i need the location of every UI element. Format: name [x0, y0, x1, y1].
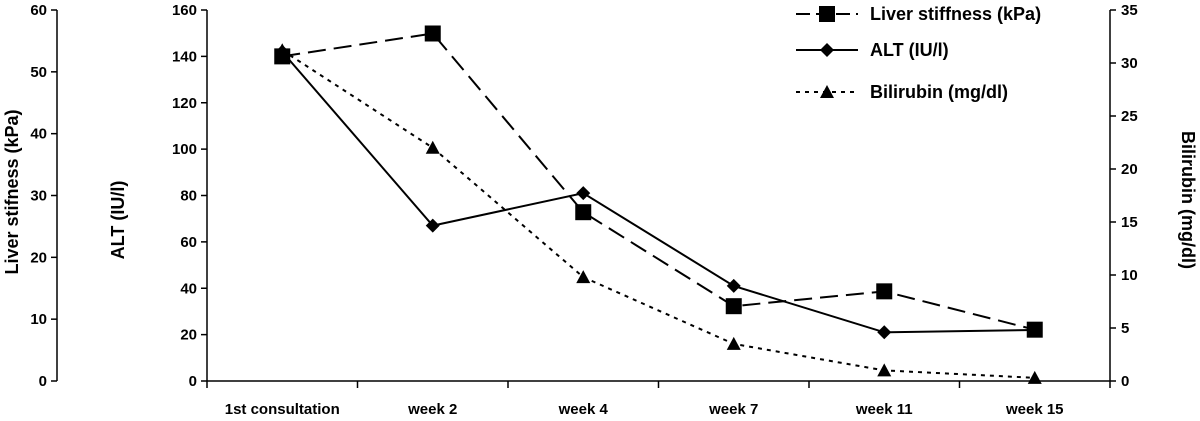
- alt-axis-tick-label: 0: [189, 373, 197, 390]
- left-axis-tick-label: 20: [30, 249, 47, 266]
- right-axis-tick-label: 15: [1121, 214, 1138, 231]
- alt-series-line: [281, 51, 1035, 334]
- liver-stiffness-data-point: [725, 298, 742, 315]
- left-axis-tick-label: 60: [30, 2, 47, 19]
- liver-stiffness-data-point: [575, 204, 592, 221]
- alt-axis-tick-label: 40: [180, 280, 197, 297]
- alt-axis-tick-label: 160: [172, 2, 197, 19]
- liver-stiffness-legend-marker: [819, 6, 835, 22]
- x-axis-tick-label: week 11: [855, 401, 913, 418]
- plot-series: [274, 25, 1043, 384]
- left-axis-tick-label: 0: [39, 373, 47, 390]
- bilirubin-data-point: [877, 363, 892, 377]
- alt-axis-tick-label: 140: [172, 48, 197, 65]
- liver-stiffness-data-point: [876, 283, 893, 300]
- x-axis-tick-label: 1st consultation: [225, 401, 340, 418]
- bilirubin-data-point: [1027, 370, 1042, 384]
- left-axis-title: Liver stifness (kPa): [2, 109, 22, 274]
- legend: Liver stiffness (kPa) ALT (IU/l) Bilirubin…: [796, 4, 1041, 102]
- bilirubin-data-point: [576, 270, 591, 284]
- bilirubin-data-point: [425, 140, 440, 154]
- alt-data-point: [576, 186, 591, 201]
- right-axis-tick-label: 0: [1121, 373, 1129, 390]
- x-axis-tick-label: week 2: [407, 401, 457, 418]
- alt-axis-tick-label: 120: [172, 95, 197, 112]
- bilirubin-legend-label: Bilirubin (mg/dl): [870, 82, 1008, 102]
- alt-axis-tick-label: 80: [180, 188, 197, 205]
- right-axis-tick-label: 30: [1121, 55, 1138, 72]
- alt-data-point: [726, 278, 741, 293]
- bilirubin-legend-marker: [820, 85, 834, 98]
- right-axis-tick-label: 10: [1121, 267, 1138, 284]
- bilirubin-data-point: [726, 336, 741, 350]
- alt-legend-label: ALT (IU/l): [870, 40, 949, 60]
- alt-legend-marker: [820, 43, 834, 57]
- left-axis-tick-label: 50: [30, 64, 47, 81]
- alt-data-point: [425, 218, 440, 233]
- x-axis-tick-label: week 15: [1005, 401, 1064, 418]
- right-axis-tick-label: 20: [1121, 161, 1138, 178]
- bilirubin-data-point: [275, 43, 290, 57]
- left-axis-tick-label: 30: [30, 188, 47, 205]
- alt-axis-tick-label: 60: [180, 234, 197, 251]
- left-axis-tick-label: 10: [30, 311, 47, 328]
- alt-axis-title: ALT (IU/l): [108, 181, 128, 260]
- x-axis-tick-label: week 4: [558, 401, 609, 418]
- right-axis-tick-label: 35: [1121, 2, 1138, 19]
- right-axis-tick-label: 5: [1121, 320, 1129, 337]
- x-axis-tick-label: week 7: [708, 401, 758, 418]
- bilirubin-series-line: [281, 49, 1035, 379]
- alt-axis-tick-label: 100: [172, 141, 197, 158]
- right-axis-tick-label: 25: [1121, 108, 1138, 125]
- alt-data-point: [877, 325, 892, 340]
- right-axis-title: Bilirubin (mg/dl): [1178, 131, 1198, 269]
- liver-stiffness-data-point: [424, 25, 441, 42]
- liver-stiffness-legend-label: Liver stiffness (kPa): [870, 4, 1041, 24]
- alt-axis-tick-label: 20: [180, 327, 197, 344]
- liver-stiffness-series-line: [282, 32, 1035, 331]
- alt-data-point: [1027, 322, 1042, 337]
- left-axis-tick-label: 40: [30, 126, 47, 143]
